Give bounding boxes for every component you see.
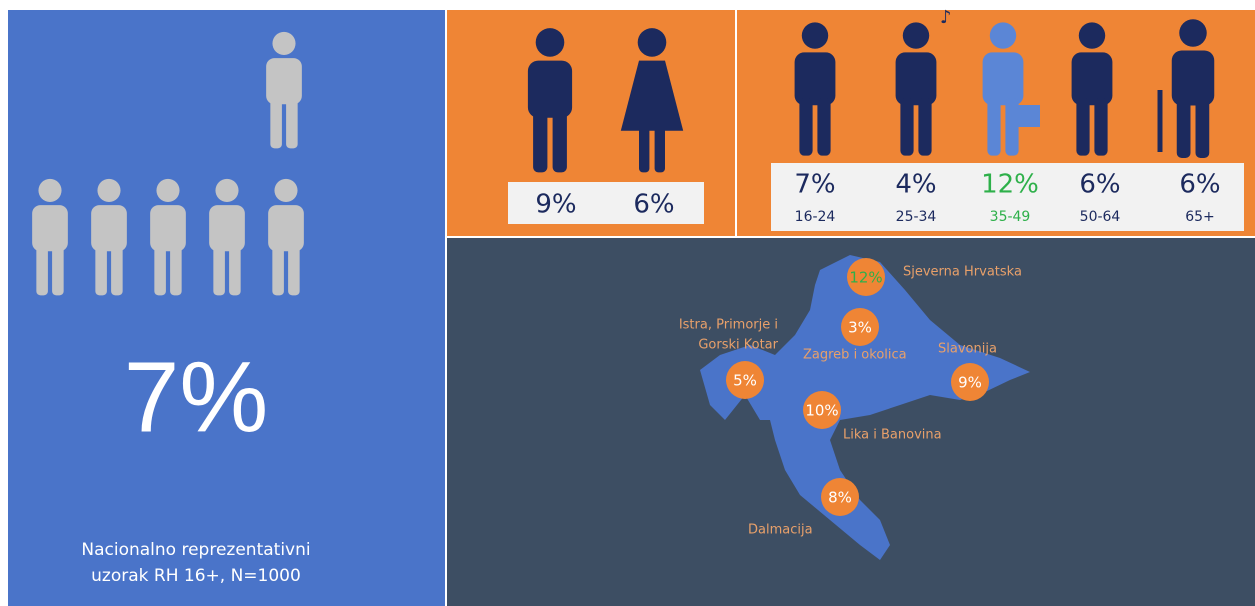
region-marker [803,391,841,429]
region-name: Gorski Kotar [698,338,778,353]
region-name: Slavonija [938,342,997,357]
region-name: Lika i Banovina [843,428,942,443]
age-icons: ♪ [794,7,1215,158]
total-value: 7% [124,341,269,453]
region-value: 10% [805,402,838,420]
age-value: 6% [1179,170,1220,200]
total-note: uzorak RH 16+, N=1000 [91,566,301,586]
age-label: 35-49 [990,209,1031,225]
croatia-map [700,255,1030,560]
age-value: 4% [895,170,936,200]
age-value: 7% [794,170,835,200]
region-value: 8% [828,489,852,507]
age-value: 12% [981,170,1039,200]
gender-value: 9% [535,190,576,220]
svg-text:♪: ♪ [940,7,952,28]
total-note: Nacionalno reprezentativni [81,540,310,560]
age-label: 25-34 [896,209,937,225]
gender-value: 6% [633,190,674,220]
region-marker [951,363,989,401]
region-name: Zagreb i okolica [803,348,907,363]
total-panel [8,10,445,606]
age-value: 6% [1079,170,1120,200]
region-marker [821,478,859,516]
age-label: 16-24 [795,209,836,225]
region-name: Sjeverna Hrvatska [903,265,1022,280]
region-value: 3% [848,319,872,337]
region-value: 9% [958,374,982,392]
age-label: 65+ [1185,209,1215,225]
gender-box [508,182,704,224]
age-box [771,163,1244,231]
region-value: 5% [733,372,757,390]
region-marker [847,258,885,296]
region-name: Istra, Primorje i [679,318,778,333]
region-value: 12% [849,269,882,287]
region-marker [841,308,879,346]
region-marker [726,361,764,399]
age-label: 50-64 [1080,209,1121,225]
region-name: Dalmacija [748,523,813,538]
